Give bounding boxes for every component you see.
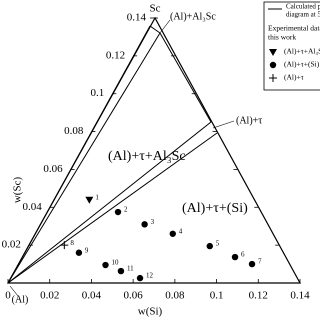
data-point (117, 267, 125, 275)
annotation: (Al)+τ+(Si) (182, 201, 248, 216)
point-label: 3 (151, 218, 155, 226)
legend-label: (Al)+τ+(Si) (284, 60, 320, 69)
annotation-arrow (212, 120, 235, 129)
y-tick-label: 0.12 (106, 49, 125, 61)
legend-label: (Al)+τ+Al₃Sc (284, 47, 320, 56)
data-point (75, 249, 83, 256)
legend-text: Calculated ph (286, 3, 320, 11)
point-label: 12 (146, 272, 154, 280)
data-point (60, 241, 69, 250)
vertex-label: Sc (150, 3, 161, 15)
x-tick-label: 0.08 (165, 290, 185, 302)
point-label: 8 (70, 239, 74, 247)
point-label: 1 (95, 193, 99, 201)
boundary (7, 32, 161, 284)
data-point (114, 208, 122, 216)
boundary (7, 121, 212, 284)
legend-marker (269, 61, 277, 69)
phase-boundaries (7, 25, 218, 284)
boundary (7, 132, 218, 284)
data-point (231, 253, 239, 261)
data-point (136, 274, 144, 282)
x-tick-label: 0.14 (290, 290, 310, 302)
annotation-arrow (9, 285, 19, 297)
point-label: 2 (124, 206, 128, 214)
y-tick-label: 0.02 (2, 239, 21, 251)
legend-marker (269, 74, 277, 82)
point-label: 9 (85, 246, 89, 254)
legend-marker (269, 49, 277, 56)
data-point (248, 260, 256, 268)
point-label: 10 (112, 259, 120, 267)
point-label: 6 (241, 251, 245, 259)
corner-label: (Al) (12, 294, 29, 305)
y-tick-label: 0.06 (43, 163, 63, 175)
legend-label: (Al)+τ (284, 73, 304, 82)
legend-text: diagram at 50 (286, 11, 320, 19)
x-tick-label: 0.06 (124, 290, 144, 302)
boundary (7, 25, 151, 284)
annotation: (Al)+τ (236, 115, 262, 126)
legend-heading: this work (268, 33, 296, 42)
y-tick-label: 0.14 (127, 12, 147, 24)
point-label: 11 (127, 265, 134, 273)
y-tick-label: 0.08 (64, 125, 84, 137)
x-tick-label: 0 (5, 290, 11, 302)
x-tick-label: 0.04 (82, 290, 102, 302)
annotation: (Al)+Al₃Sc (170, 11, 216, 22)
boundary (159, 32, 212, 123)
x-tick-label: 0.02 (40, 290, 59, 302)
point-label: 4 (179, 227, 183, 235)
data-point (169, 230, 176, 237)
x-tick-label: 0.12 (249, 290, 268, 302)
x-tick-label: 0.1 (210, 290, 224, 302)
x-axis-label: w(Si) (138, 306, 163, 318)
data-point (102, 261, 109, 269)
y-axis-label: w(Sc) (12, 177, 24, 204)
y-tick-label: 0.1 (91, 87, 105, 99)
data-point (141, 221, 148, 228)
annotation-arrow (159, 19, 171, 34)
data-point (206, 242, 213, 250)
data-point (85, 196, 94, 204)
legend-heading: Experimental data c (268, 24, 320, 33)
boundary (149, 25, 161, 34)
y-tick-label: 0.04 (22, 201, 42, 213)
point-label: 5 (216, 240, 220, 248)
point-label: 7 (258, 258, 262, 266)
annotation: (Al)+τ+Al₃Sc (108, 149, 186, 164)
